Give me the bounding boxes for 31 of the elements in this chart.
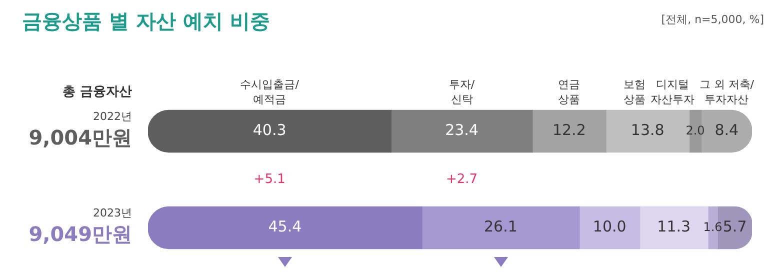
data-label: 26.1 [484, 218, 518, 236]
chart-subtitle: [전체, n=5,000, %] [661, 12, 764, 27]
data-label: 45.4 [268, 218, 302, 236]
y-tick-label: 2022년 9,004만원 [28, 110, 132, 150]
data-label: 11.3 [657, 218, 691, 236]
series-label: 연금 상품 [558, 78, 580, 106]
data-label: 8.4 [714, 121, 739, 140]
data-label: 2.0 [686, 123, 705, 138]
data-label: 23.4 [445, 121, 478, 140]
bar [422, 206, 580, 250]
series-label: 디지털 자산투자 [650, 78, 694, 106]
annotation: +2.7 [446, 172, 478, 187]
data-label: 1.6 [703, 220, 722, 234]
series-label: 그 외 저축/ 투자자산 [699, 78, 754, 106]
data-label: 5.7 [722, 218, 747, 236]
y-tick-label: 2023년 9,049만원 [28, 206, 132, 246]
series-label: 보험 상품 [623, 78, 646, 106]
data-label: 13.8 [630, 121, 664, 140]
series-label: 수시입출금/ 예적금 [240, 78, 300, 106]
bar [579, 206, 640, 250]
y-axis-title: 총 금융자산 [62, 84, 132, 100]
series-label: 투자/ 신탁 [448, 78, 475, 106]
bar [390, 110, 533, 153]
data-label: 40.3 [252, 121, 286, 140]
bar [148, 110, 392, 153]
bar [532, 110, 606, 153]
chart-title: 금융상품 별 자산 예치 비중 [22, 8, 270, 35]
annotation: +5.1 [254, 172, 286, 187]
bar [148, 206, 422, 250]
data-label: 12.2 [552, 121, 586, 140]
data-label: 10.0 [592, 218, 626, 236]
